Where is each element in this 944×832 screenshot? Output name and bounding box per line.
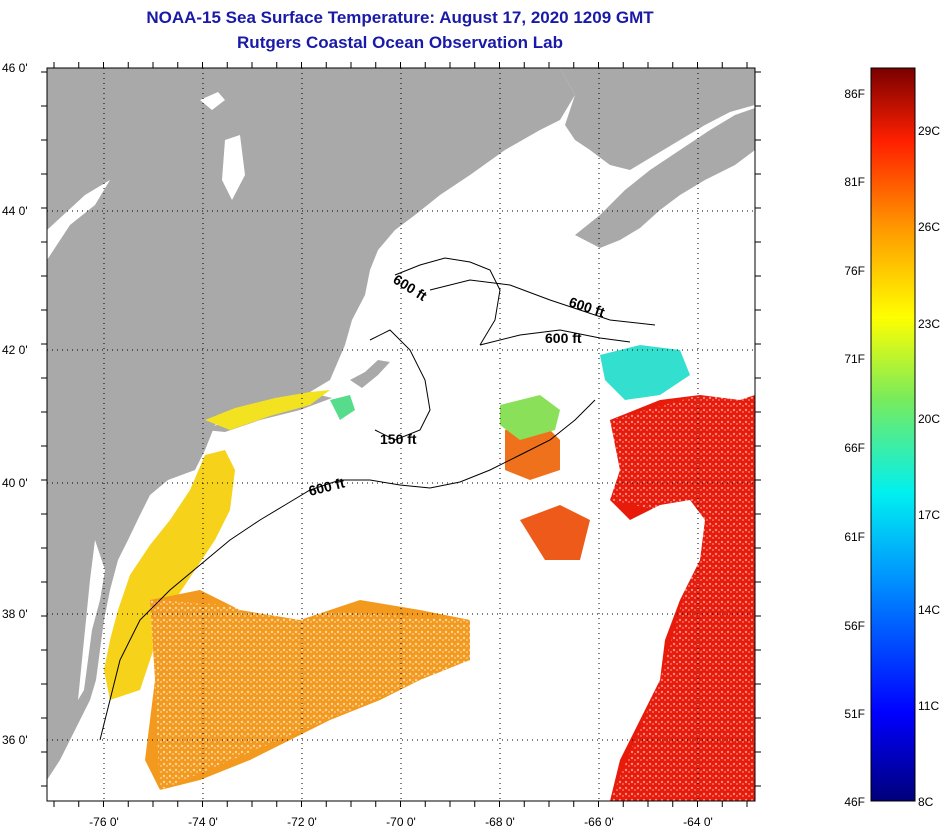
- contour-600ft-gom3: [394, 257, 501, 346]
- inland-lake: [47, 180, 110, 260]
- colorbar-f-label: 86F: [844, 87, 865, 101]
- colorbar-f-label: 66F: [844, 441, 865, 455]
- colorbar-c-label: 26C: [918, 220, 940, 234]
- colorbar: [870, 67, 916, 802]
- colorbar-f-label: 56F: [844, 619, 865, 633]
- lat-label: 46 0': [2, 61, 28, 75]
- colorbar-c-label: 20C: [918, 412, 940, 426]
- graticule: [47, 68, 755, 801]
- map-title: NOAA-15 Sea Surface Temperature: August …: [146, 8, 654, 27]
- contour-label: 150 ft: [380, 431, 417, 447]
- contour-label: 600 ft: [545, 330, 582, 346]
- lat-label: 40 0': [2, 476, 28, 490]
- land-cape-cod: [350, 360, 390, 388]
- lat-label: 42 0': [2, 343, 28, 357]
- colorbar-f-label: 51F: [844, 707, 865, 721]
- colorbar-c-label: 23C: [918, 317, 940, 331]
- colorbar-f-label: 76F: [844, 264, 865, 278]
- inland-lake: [200, 92, 225, 110]
- lat-label: 36 0': [2, 733, 28, 747]
- sst-cool-patch: [500, 395, 560, 440]
- land-nova-scotia: [575, 108, 755, 248]
- lon-label: -70 0': [386, 815, 416, 829]
- sst-orange-patch: [520, 505, 590, 560]
- lon-label: -72 0': [287, 815, 317, 829]
- colorbar-c-label: 11C: [918, 699, 939, 713]
- contour-600ft: [99, 399, 596, 741]
- colorbar-c-label: 29C: [918, 124, 940, 138]
- colorbar-c-label: 8C: [918, 795, 934, 809]
- colorbar-c-label: 17C: [918, 508, 940, 522]
- colorbar-f-label: 71F: [844, 352, 865, 366]
- map-subtitle: Rutgers Coastal Ocean Observation Lab: [237, 33, 563, 52]
- colorbar-f-label: 46F: [844, 795, 865, 809]
- contour-150ft: [369, 329, 431, 441]
- chesapeake-bay: [78, 540, 105, 700]
- sst-orange-patch: [150, 600, 470, 790]
- sst-cool-patch: [600, 345, 690, 400]
- colorbar-f-label: 61F: [844, 530, 865, 544]
- lon-label: -66 0': [584, 815, 614, 829]
- lon-label: -68 0': [485, 815, 515, 829]
- lon-label: -74 0': [188, 815, 218, 829]
- lat-label: 44 0': [2, 204, 28, 218]
- inland-lake: [222, 135, 245, 200]
- sst-gulf-stream-speckle: [610, 395, 755, 801]
- colorbar-c-label: 14C: [918, 603, 940, 617]
- sst-cool-patch: [330, 395, 355, 420]
- colorbar-f-label: 81F: [844, 175, 865, 189]
- contour-600ft-gom: [429, 279, 656, 326]
- sst-shelf-yellow-li: [205, 390, 330, 430]
- land-canada: [560, 68, 755, 170]
- axis-ticks: [41, 62, 761, 807]
- land-us-mainland: [47, 68, 575, 780]
- lon-label: -64 0': [683, 815, 713, 829]
- lon-label: -76 0': [89, 815, 119, 829]
- contour-600ft-gom2: [479, 329, 631, 346]
- sst-shelf-yellow: [104, 450, 235, 700]
- lat-label: 38 0': [2, 607, 28, 621]
